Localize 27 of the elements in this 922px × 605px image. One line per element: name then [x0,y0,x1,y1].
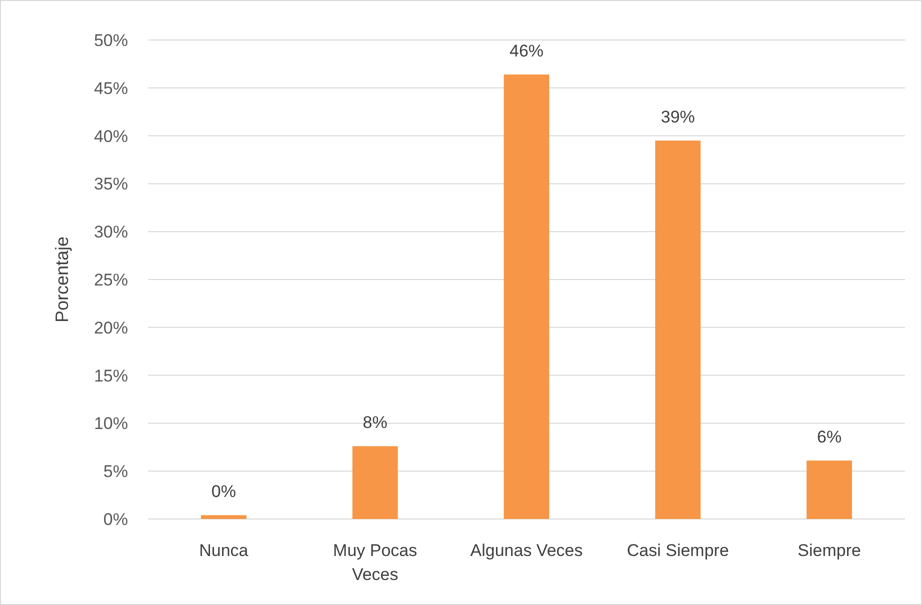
data-label: 0% [211,482,236,502]
data-label: 6% [817,428,842,447]
bar [655,140,701,519]
y-tick-label: 30% [94,222,128,242]
x-tick-label: Siempre [798,541,861,560]
x-tick-label: Muy Pocas Veces [333,541,418,584]
bar [806,460,852,519]
bar [200,515,246,519]
y-tick-label: 15% [94,366,128,386]
y-axis-title: Porcentaje [52,236,72,323]
x-tick-label: Casi Siempre [626,541,729,560]
y-tick-label: 5% [103,462,128,482]
y-tick-label: 40% [94,126,128,146]
x-tick-label: Algunas Veces [470,541,583,560]
y-tick-label: 35% [94,174,128,194]
y-tick-label: 20% [94,318,128,338]
data-label: 8% [362,413,388,432]
y-tick-label: 0% [103,510,128,529]
y-tick-label: 50% [94,30,128,50]
bar [504,74,550,519]
y-tick-label: 45% [94,78,128,98]
bar [352,446,398,519]
data-label: 46% [509,41,544,60]
y-tick-label: 10% [94,414,128,434]
y-tick-label: 25% [94,270,128,290]
data-label: 39% [660,108,695,127]
x-tick-label: Nunca [199,541,249,560]
